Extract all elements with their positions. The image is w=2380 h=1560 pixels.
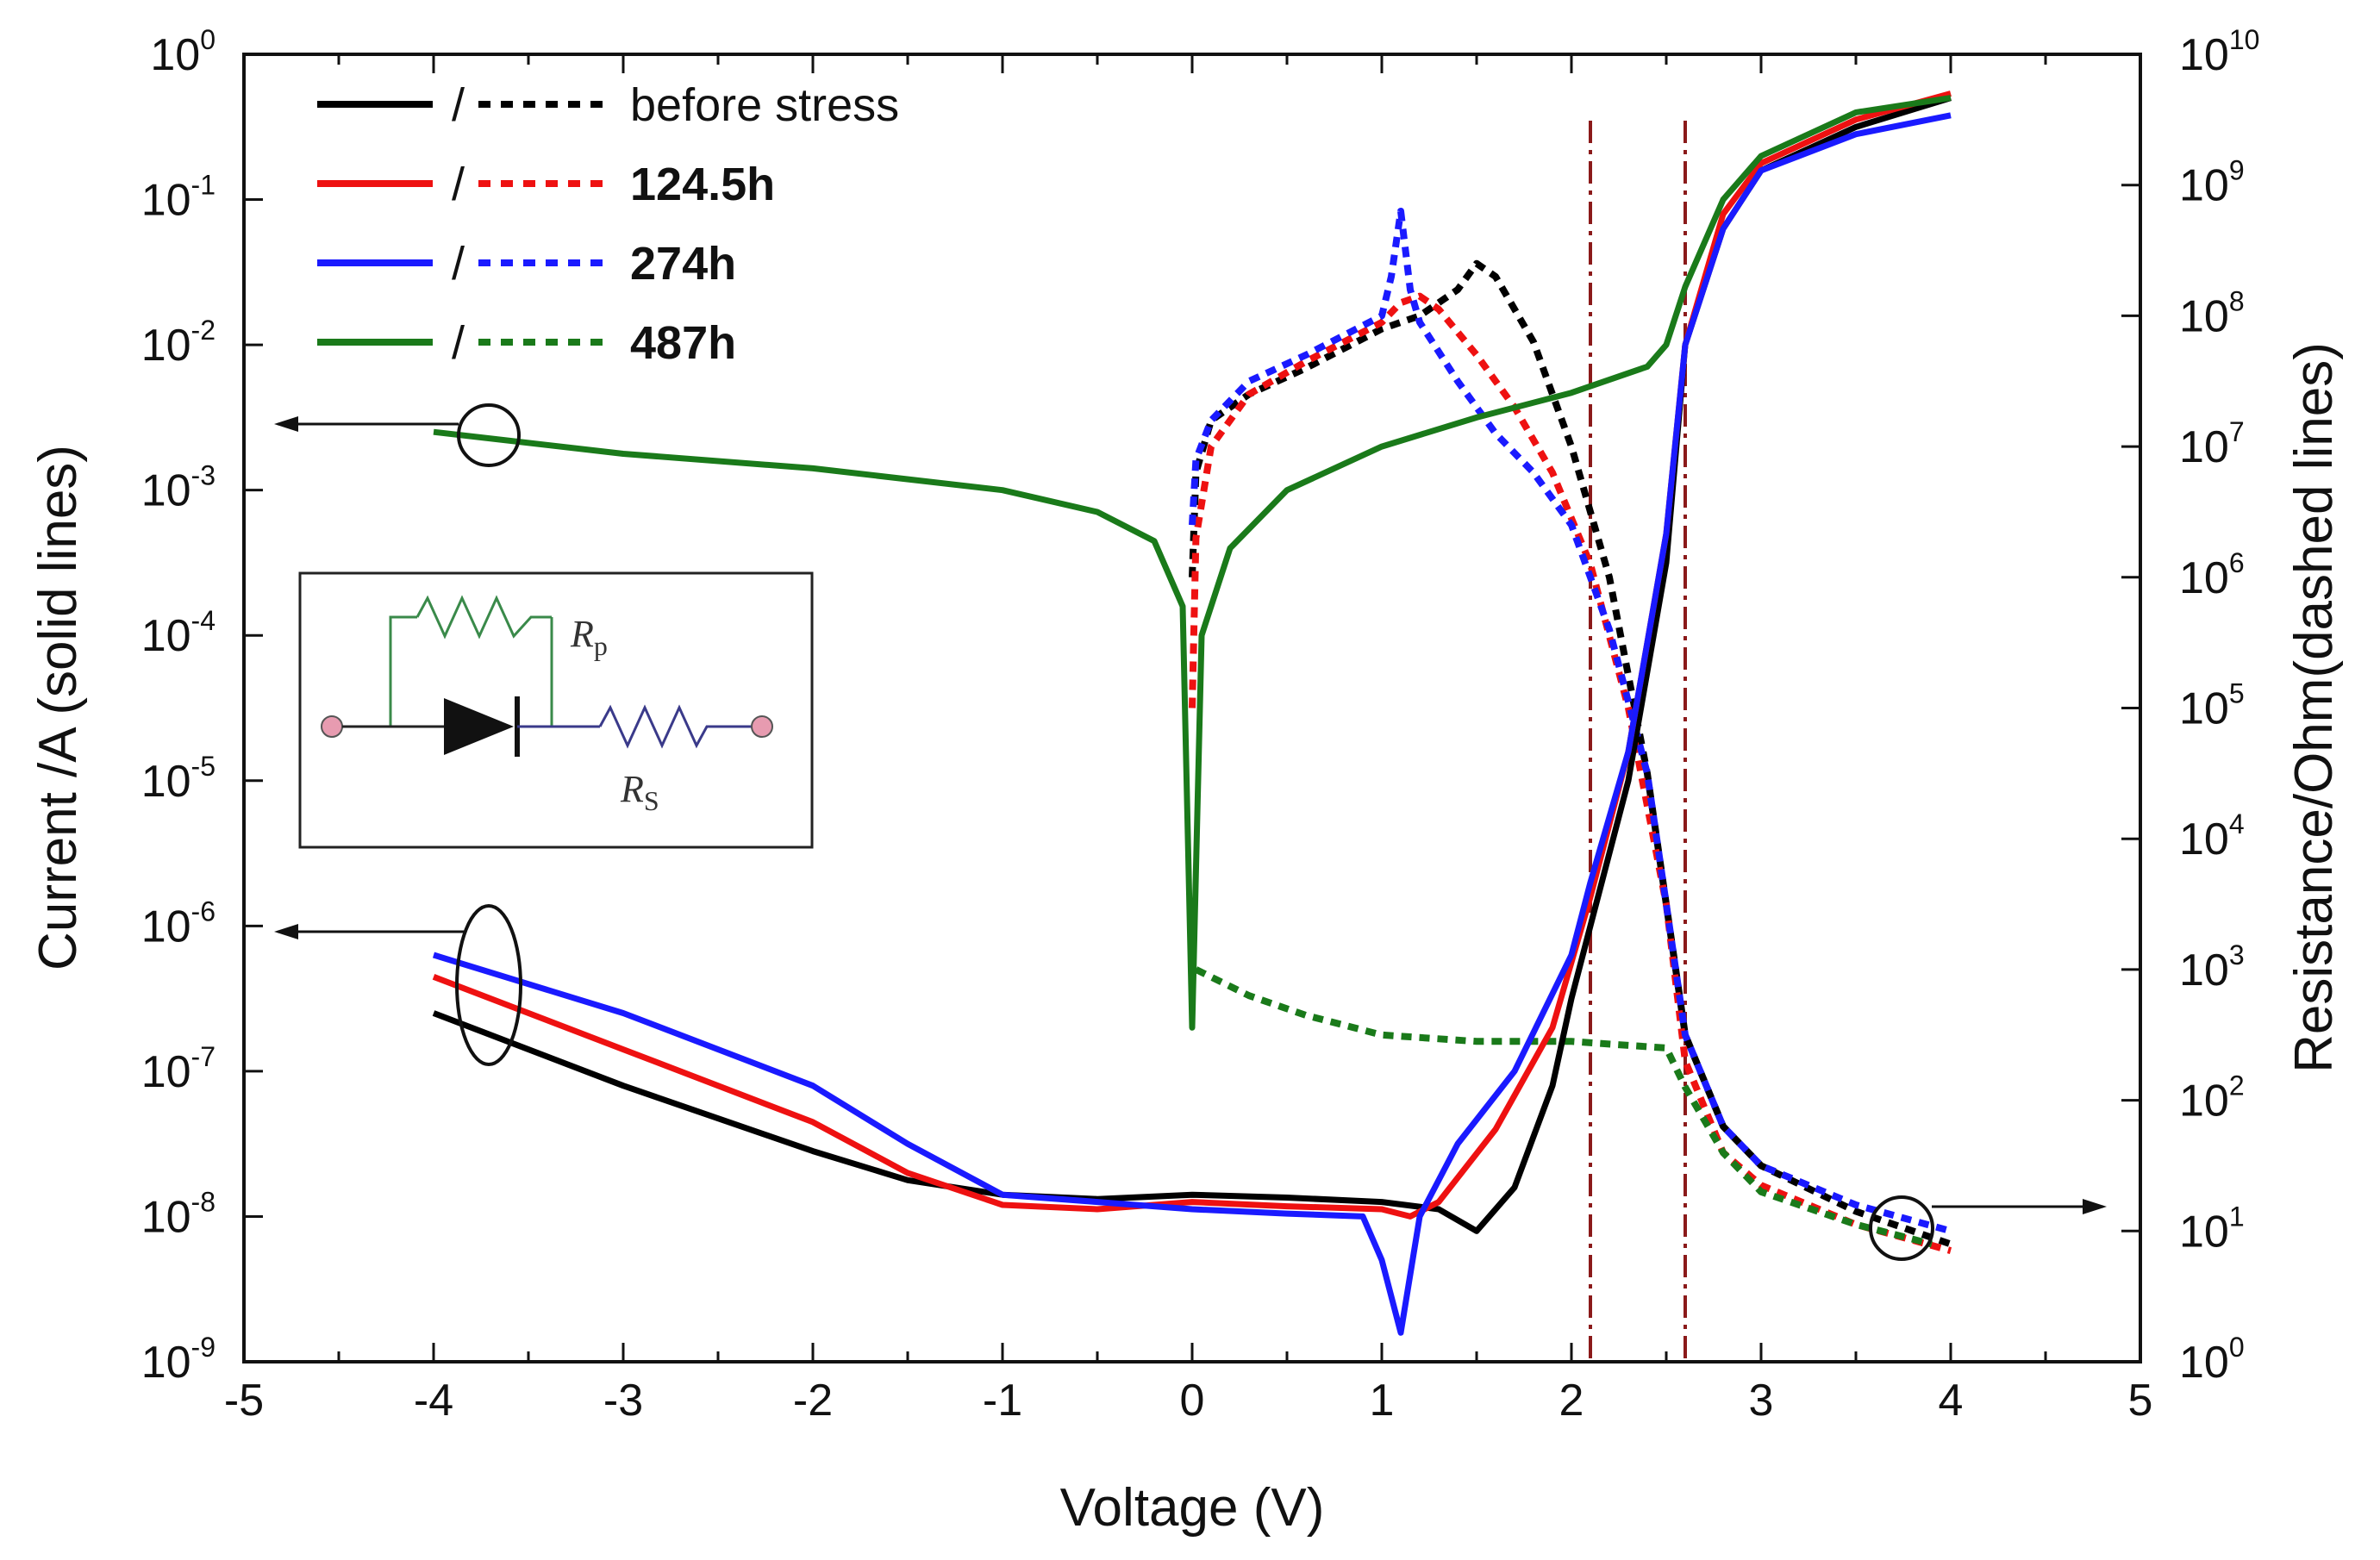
x-tick-label: -2 bbox=[793, 1376, 833, 1426]
y-left-tick-label: 10-4 bbox=[141, 605, 216, 661]
y-left-tick-label: 10-9 bbox=[141, 1332, 216, 1388]
rp-wire bbox=[389, 615, 417, 727]
current-series-line bbox=[433, 95, 1952, 1031]
resistance-series-line bbox=[1189, 259, 1952, 1248]
y-right-tick-label: 102 bbox=[2179, 1070, 2245, 1126]
y-right-tick-label: 108 bbox=[2179, 285, 2245, 341]
annotation-ellipse-currents bbox=[455, 904, 522, 1066]
y-right-tick-label: 109 bbox=[2179, 155, 2245, 211]
arrowhead-right bbox=[2083, 1199, 2107, 1214]
y-left-tick-label: 100 bbox=[150, 24, 216, 80]
x-tick-label: -1 bbox=[983, 1376, 1022, 1426]
x-axis-title: Voltage (V) bbox=[1060, 1478, 1325, 1538]
resistance-series-line bbox=[1194, 966, 1933, 1248]
y-right-tick-label: 106 bbox=[2179, 547, 2245, 603]
reference-lines bbox=[1589, 121, 1687, 1362]
x-tick-label: -5 bbox=[224, 1376, 264, 1426]
y-left-tick-label: 10-8 bbox=[141, 1186, 216, 1242]
y-left-tick-label: 10-7 bbox=[141, 1041, 216, 1097]
y-left-tick-label: 10-6 bbox=[141, 895, 216, 952]
arrowhead-left-1 bbox=[274, 416, 298, 432]
y-left-tick-label: 10-1 bbox=[141, 170, 216, 226]
y-right-tick-label: 1010 bbox=[2179, 24, 2259, 80]
x-tick-label: 2 bbox=[1559, 1376, 1584, 1426]
x-tick-label: 3 bbox=[1749, 1376, 1774, 1426]
terminal-right bbox=[751, 715, 773, 738]
annotation-circle-resistance bbox=[1869, 1195, 1934, 1261]
annotation-circle-green bbox=[457, 403, 521, 467]
legend-label: 124.5h bbox=[630, 159, 775, 210]
y-right-tick-label: 104 bbox=[2179, 808, 2245, 864]
rs-resistor bbox=[598, 704, 752, 749]
x-tick-label: 1 bbox=[1370, 1376, 1395, 1426]
y-right-tick-label: 101 bbox=[2179, 1201, 2245, 1257]
x-tick-label: 5 bbox=[2128, 1376, 2153, 1426]
legend-label: 487h bbox=[630, 317, 736, 369]
legend-label: 274h bbox=[630, 238, 736, 290]
x-tick-label: -3 bbox=[603, 1376, 643, 1426]
legend-slash: / bbox=[452, 238, 465, 290]
diode-symbol bbox=[444, 698, 514, 755]
legend-slash: / bbox=[452, 159, 465, 210]
y-left-tick-label: 10-5 bbox=[141, 751, 216, 807]
y-right-tick-label: 103 bbox=[2179, 939, 2245, 995]
inset-frame bbox=[298, 571, 814, 849]
y-left-tick-label: 10-3 bbox=[141, 460, 216, 516]
x-tick-label: 0 bbox=[1180, 1376, 1205, 1426]
rs-label: RS bbox=[620, 768, 659, 816]
rp-label: Rp bbox=[570, 613, 608, 661]
series-layer bbox=[432, 90, 1952, 1336]
y-right-tick-label: 107 bbox=[2179, 416, 2245, 472]
y-axis-right-title: Resistance/Ohm(dashed lines) bbox=[2284, 342, 2344, 1073]
legend-slash: / bbox=[452, 317, 465, 369]
y-right-tick-label: 105 bbox=[2179, 678, 2245, 734]
legend-slash: / bbox=[452, 79, 465, 131]
terminal-left bbox=[321, 715, 343, 738]
x-tick-label: 4 bbox=[1939, 1376, 1964, 1426]
rp-resistor bbox=[415, 595, 552, 640]
ticks-layer: -5 -4 -3 -2 -1 0 1 2 3 4 5 100 10-1 10-2 10-3 10-4 10-5 1… bbox=[141, 24, 2260, 1426]
legend-label: before stress bbox=[630, 79, 899, 131]
inset-circuit: Rp RS bbox=[298, 571, 814, 849]
x-tick-label: -4 bbox=[414, 1376, 453, 1426]
y-left-tick-label: 10-2 bbox=[141, 315, 216, 371]
y-axis-left-title: Current /A (solid lines) bbox=[28, 445, 88, 970]
arrowhead-left-2 bbox=[274, 924, 298, 939]
axis-pointer-annotations bbox=[274, 403, 2107, 1261]
y-right-tick-label: 100 bbox=[2179, 1332, 2245, 1388]
legend: / before stress / 124.5h / 274h / 487h bbox=[317, 79, 899, 369]
current-series-line bbox=[432, 112, 1952, 1336]
